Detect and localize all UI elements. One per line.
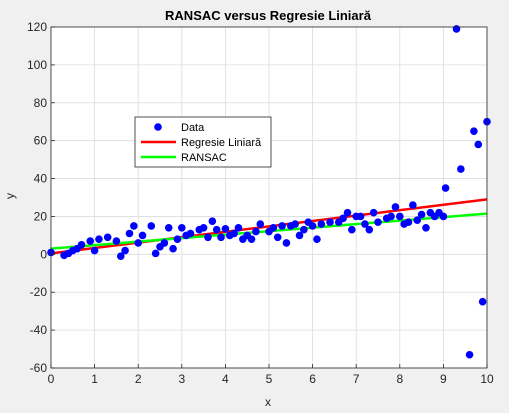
data-point [217, 233, 225, 242]
data-point [396, 212, 404, 221]
x-tick-label: 10 [480, 372, 494, 386]
x-tick-label: 8 [396, 372, 403, 386]
data-point [90, 246, 99, 255]
data-point [317, 220, 326, 228]
data-point [125, 229, 134, 238]
data-point [422, 224, 430, 232]
data-point [339, 214, 347, 223]
data-point [103, 233, 112, 242]
legend-marker [154, 123, 162, 131]
data-point [474, 140, 483, 149]
data-point [291, 220, 299, 228]
data-point [138, 231, 147, 240]
data-point [116, 252, 125, 261]
data-point [212, 225, 221, 234]
data-point [130, 222, 138, 230]
data-point [343, 208, 352, 217]
y-tick-label: 60 [34, 134, 48, 148]
x-tick-label: 9 [440, 372, 447, 386]
data-point [256, 220, 265, 228]
x-tick-label: 7 [353, 372, 360, 386]
x-tick-label: 2 [135, 372, 142, 386]
data-point [247, 235, 256, 243]
data-point [234, 224, 243, 232]
data-point [369, 208, 378, 217]
data-point [164, 224, 173, 232]
data-point [361, 220, 369, 228]
data-point [452, 25, 461, 33]
data-point [326, 218, 334, 226]
y-tick-label: 0 [40, 247, 47, 261]
data-point [95, 235, 103, 243]
data-point [178, 224, 186, 232]
data-point [121, 246, 129, 255]
ticks: 0 1 2 3 4 5 6 7 8 9 10 -60 -40 -20 0 20 40 60 80 100 120 [27, 20, 494, 386]
data-point [308, 222, 317, 230]
legend: Data Regresie Liniară RANSAC [134, 116, 272, 168]
data-point [86, 237, 95, 245]
data-point [230, 229, 238, 238]
y-tick-label: 40 [34, 172, 48, 186]
data-point [409, 201, 417, 209]
data-point [199, 224, 208, 232]
data-point [439, 212, 448, 221]
x-axis-label: x [265, 395, 271, 409]
data-point [134, 239, 142, 247]
data-point [348, 225, 356, 234]
data-point [356, 212, 365, 221]
data-point [204, 233, 212, 242]
x-tick-label: 0 [48, 372, 55, 386]
chart-title: RANSAC versus Regresie Liniară [165, 8, 372, 23]
data-point [387, 212, 395, 221]
data-point [169, 244, 177, 253]
data-point [391, 203, 400, 211]
data-point [470, 127, 478, 135]
y-tick-label: 80 [34, 96, 48, 110]
data-point [208, 217, 217, 225]
data-point [112, 237, 121, 245]
legend-entry: RANSAC [181, 152, 227, 164]
x-tick-label: 3 [178, 372, 185, 386]
data-point [278, 222, 286, 230]
x-tick-label: 4 [222, 372, 229, 386]
y-tick-label: -20 [30, 285, 48, 299]
data-point [295, 231, 304, 240]
data-point [365, 225, 374, 234]
data-point [252, 227, 260, 236]
data-point [282, 239, 291, 247]
data-points [47, 25, 491, 359]
data-point [300, 225, 308, 234]
x-tick-label: 6 [309, 372, 316, 386]
data-point [465, 350, 474, 359]
data-point [273, 233, 282, 242]
data-point [457, 165, 465, 173]
x-tick-label: 5 [266, 372, 273, 386]
data-point [269, 224, 278, 232]
data-point [374, 218, 382, 226]
y-tick-label: -60 [30, 361, 48, 375]
data-point [221, 224, 230, 233]
data-point [160, 239, 169, 247]
y-tick-label: 120 [27, 20, 47, 34]
data-point [173, 235, 182, 243]
y-tick-label: 100 [27, 58, 47, 72]
legend-entry: Data [181, 122, 205, 134]
data-point [147, 222, 156, 230]
data-point [478, 297, 487, 306]
x-tick-label: 1 [91, 372, 98, 386]
data-point [441, 184, 450, 192]
data-point [186, 229, 195, 238]
data-point [404, 218, 413, 226]
y-axis-label: y [3, 193, 17, 199]
legend-entry: Regresie Liniară [181, 137, 262, 149]
data-point [413, 216, 422, 225]
y-tick-label: -40 [30, 323, 48, 337]
y-tick-label: 20 [34, 209, 48, 223]
data-point [77, 241, 86, 249]
data-point [417, 210, 426, 219]
data-point [151, 249, 160, 258]
data-point [313, 235, 321, 243]
